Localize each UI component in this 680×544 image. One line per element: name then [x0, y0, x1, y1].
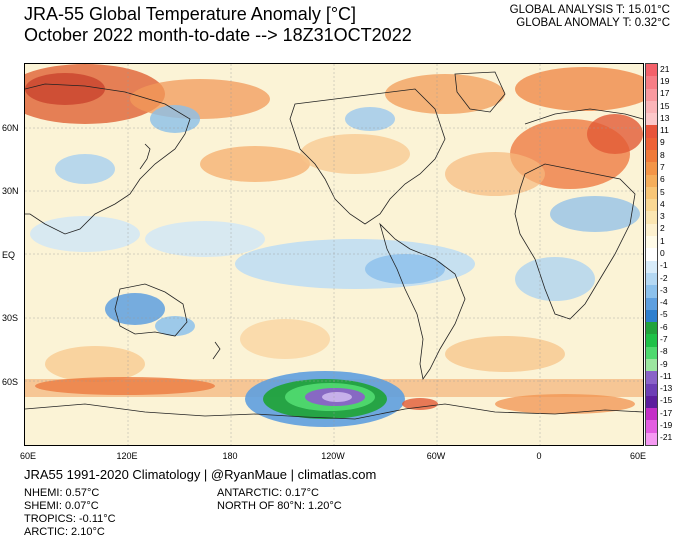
colorbar-cell — [646, 309, 657, 323]
colorbar-cell — [646, 211, 657, 225]
global-analysis-text: GLOBAL ANALYSIS T: 15.01°C — [509, 4, 670, 16]
colorbar-label: -21 — [660, 432, 673, 443]
page-subtitle: October 2022 month-to-date --> 18Z31OCT2… — [24, 25, 412, 45]
colorbar-label: -13 — [660, 383, 673, 394]
colorbar-cell — [646, 272, 657, 286]
page-title: JRA-55 Global Temperature Anomaly [°C] — [24, 4, 357, 24]
colorbar-cell — [646, 432, 657, 446]
colorbar-cell — [646, 186, 657, 200]
colorbar-label: 4 — [660, 198, 665, 209]
colorbar-label: 17 — [660, 88, 670, 99]
lat-label-30n: 30N — [2, 186, 19, 196]
colorbar-label: 19 — [660, 75, 670, 86]
colorbar-label: 9 — [660, 137, 665, 148]
lon-label-60e-left: 60E — [19, 451, 37, 461]
colorbar-label: -17 — [660, 407, 673, 418]
colorbar-label: 2 — [660, 223, 665, 234]
colorbar-cell — [646, 199, 657, 212]
colorbar-label: -5 — [660, 309, 668, 320]
colorbar-label: -11 — [660, 370, 672, 381]
colorbar-cell — [646, 88, 657, 102]
colorbar-cell — [646, 371, 657, 385]
lat-label-eq: EQ — [2, 250, 16, 260]
global-anomaly-text: GLOBAL ANOMALY T: 0.32°C — [516, 17, 670, 29]
colorbar-cell — [646, 125, 657, 139]
stat-shemi: SHEMI: 0.07°C — [24, 500, 99, 512]
colorbar — [645, 63, 658, 446]
colorbar-cell — [646, 248, 657, 262]
colorbar-cell — [646, 358, 657, 372]
colorbar-label: -2 — [660, 272, 668, 283]
colorbar-label: -4 — [660, 297, 668, 308]
colorbar-label: 15 — [660, 100, 670, 111]
lon-label-60w: 60W — [426, 451, 446, 461]
colorbar-label: 5 — [660, 186, 665, 197]
lon-label-180: 180 — [222, 451, 238, 461]
lon-label-120e: 120E — [116, 451, 138, 461]
colorbar-cell — [646, 100, 657, 114]
title-block: JRA-55 Global Temperature Anomaly [°C] O… — [24, 4, 412, 46]
colorbar-label: 13 — [660, 112, 670, 123]
anomaly-map-svg — [25, 64, 643, 445]
colorbar-label: 7 — [660, 161, 665, 172]
colorbar-cell — [646, 408, 657, 421]
stat-arctic: ARCTIC: 2.10°C — [24, 526, 105, 538]
stat-antarctic: ANTARCTIC: 0.17°C — [217, 487, 319, 499]
colorbar-cell — [646, 64, 657, 77]
colorbar-cell — [646, 223, 657, 237]
colorbar-cell — [646, 137, 657, 151]
colorbar-label: -9 — [660, 358, 668, 369]
lat-label-30s: 30S — [2, 313, 19, 323]
colorbar-label: -1 — [660, 260, 668, 271]
anomaly-map — [24, 63, 644, 446]
colorbar-cell — [646, 260, 657, 274]
stat-tropics: TROPICS: -0.11°C — [24, 513, 116, 525]
lon-label-120w: 120W — [321, 451, 345, 461]
colorbar-cell — [646, 236, 657, 249]
colorbar-cell — [646, 113, 657, 126]
colorbar-cell — [646, 162, 657, 176]
colorbar-label: 6 — [660, 174, 665, 185]
colorbar-label: 3 — [660, 211, 665, 222]
region-stats-left: NHEMI: 0.57°C SHEMI: 0.07°C TROPICS: -0.… — [24, 487, 116, 539]
colorbar-cell — [646, 322, 657, 335]
colorbar-cell — [646, 150, 657, 163]
colorbar-cell — [646, 383, 657, 397]
colorbar-label: -3 — [660, 284, 668, 295]
lat-label-60n: 60N — [2, 123, 19, 133]
lon-label-60e-right: 60E — [629, 451, 647, 461]
colorbar-label: 8 — [660, 149, 665, 160]
colorbar-cell — [646, 346, 657, 360]
lat-label-60s: 60S — [2, 377, 19, 387]
colorbar-cell — [646, 334, 657, 348]
colorbar-label: -6 — [660, 321, 668, 332]
colorbar-cell — [646, 395, 657, 409]
colorbar-label: 11 — [660, 125, 669, 136]
colorbar-cell — [646, 76, 657, 90]
colorbar-cell — [646, 174, 657, 188]
colorbar-label: -7 — [660, 334, 668, 345]
stat-north-of-80n: NORTH OF 80°N: 1.20°C — [217, 500, 342, 512]
colorbar-label: -8 — [660, 346, 668, 357]
colorbar-label: 1 — [660, 235, 665, 246]
colorbar-cell — [646, 297, 657, 311]
lon-label-0: 0 — [536, 451, 542, 461]
footer-credit: JRA55 1991-2020 Climatology | @RyanMaue … — [24, 467, 377, 482]
region-stats-right: ANTARCTIC: 0.17°C NORTH OF 80°N: 1.20°C — [217, 487, 342, 513]
colorbar-label: 0 — [660, 248, 665, 258]
colorbar-cell — [646, 285, 657, 298]
colorbar-label: 21 — [660, 63, 670, 74]
colorbar-label: -19 — [660, 420, 673, 431]
colorbar-label: -15 — [660, 395, 673, 406]
stat-nhemi: NHEMI: 0.57°C — [24, 487, 100, 499]
colorbar-cell — [646, 420, 657, 434]
global-stats: GLOBAL ANALYSIS T: 15.01°C GLOBAL ANOMAL… — [510, 4, 670, 30]
